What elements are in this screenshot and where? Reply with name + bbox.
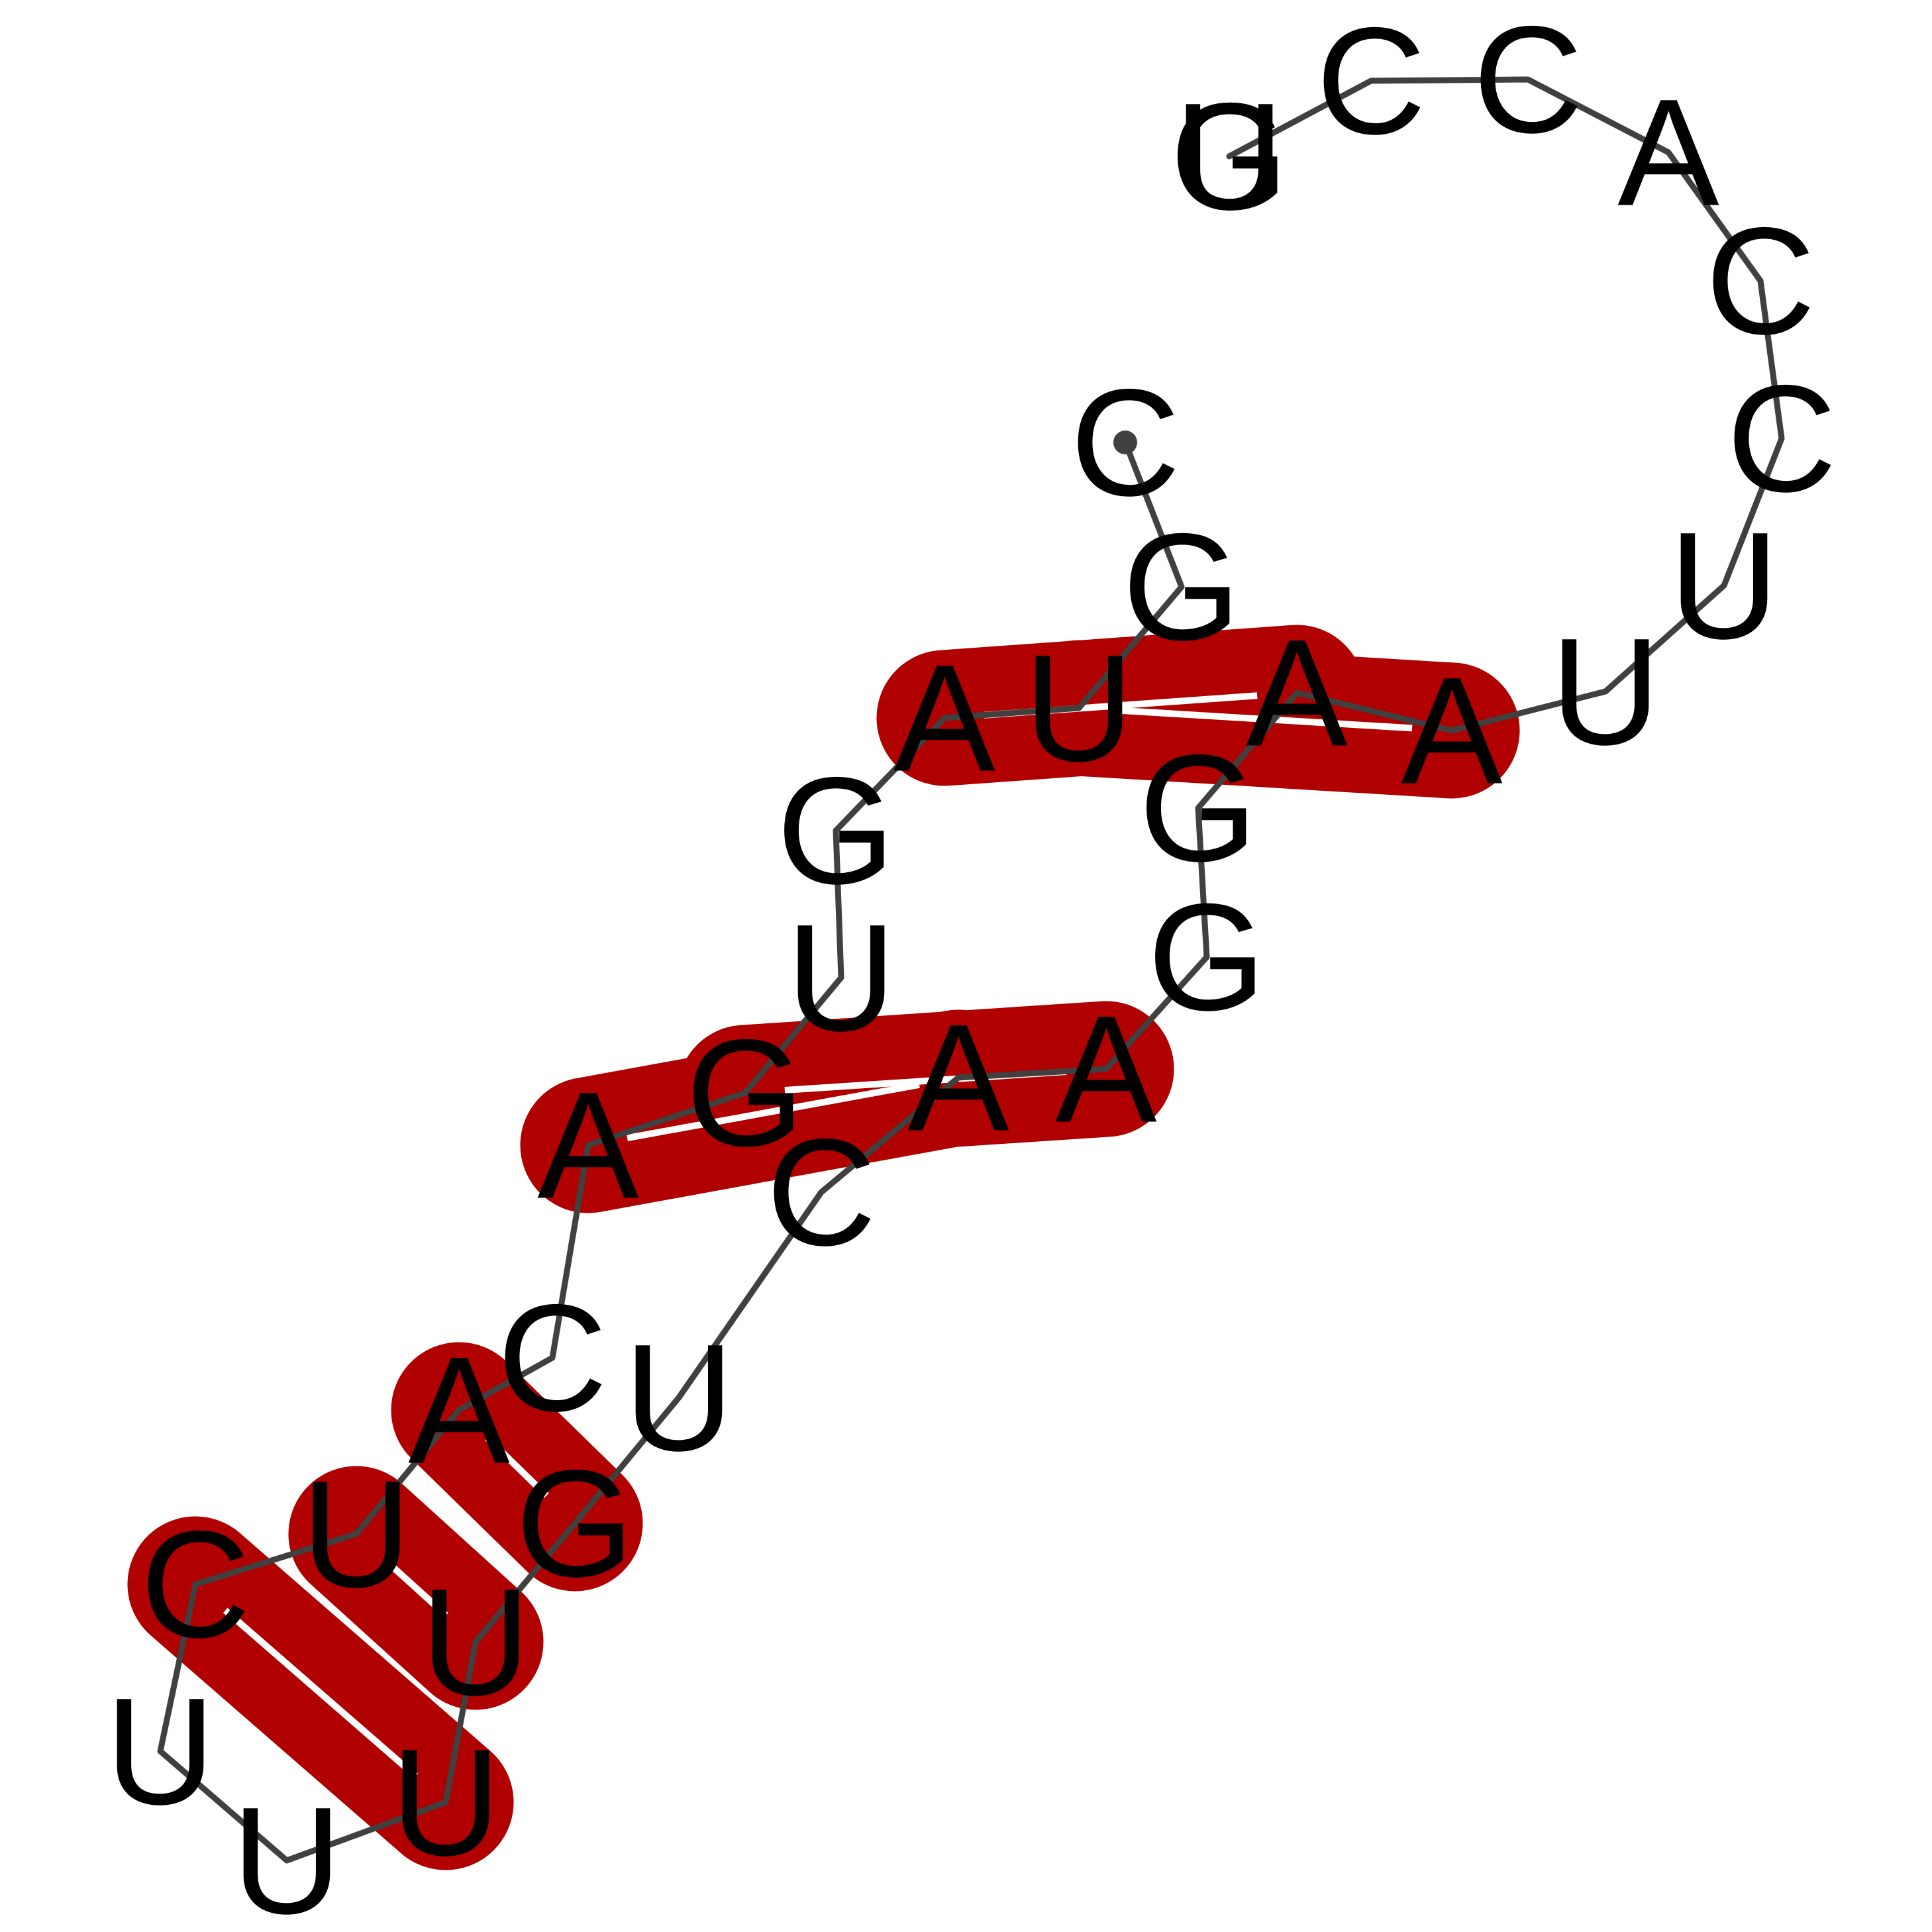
backbone-chain [157, 76, 1785, 1864]
nucleotide-20: A [907, 993, 1009, 1163]
nucleotide-16: U [421, 1557, 531, 1727]
nucleotide-10: A [408, 1325, 509, 1496]
base-pair-bond-5 [485, 1435, 549, 1498]
nucleotide-9: C [497, 1273, 607, 1443]
nucleotide-11: U [301, 1449, 411, 1619]
nucleotide-3: U [1024, 623, 1134, 793]
nucleotide-5: G [777, 746, 895, 916]
five-prime-end-marker [1113, 431, 1137, 454]
nucleotide-26: U [1551, 607, 1660, 777]
nucleotide-15: U [391, 1717, 501, 1888]
base-pair-bond-7 [223, 1607, 419, 1779]
nucleotide-13: U [105, 1666, 215, 1837]
nucleotide-2: G [1123, 502, 1241, 672]
nucleotide-8: A [537, 1060, 638, 1231]
nucleotide-4: A [893, 633, 995, 803]
nucleotide-14: U [232, 1776, 342, 1932]
nucleotide-29: C [1705, 196, 1815, 366]
nucleotide-24: A [1246, 608, 1347, 778]
nucleotide-30: A [1617, 68, 1719, 238]
nucleotide-35: U [1174, 72, 1284, 242]
nucleotide-25: A [1401, 646, 1502, 816]
base-pair-bond-4 [627, 1081, 920, 1142]
base-pair-bond-6 [383, 1558, 448, 1618]
nucleotide-19: C [766, 1107, 876, 1278]
nucleotide-12: C [140, 1500, 250, 1670]
nucleotide-32: C [1316, 0, 1426, 166]
nucleotide-31: C [1473, 0, 1583, 165]
nucleotide-18: U [624, 1313, 734, 1483]
nucleotide-17: G [516, 1439, 635, 1609]
nucleotide-7: G [686, 1008, 805, 1178]
base-pair-bond-1 [1118, 707, 1413, 732]
nucleotide-28: C [1727, 354, 1837, 524]
nucleotide-23: G [1139, 723, 1258, 893]
nucleotide-21: A [1055, 984, 1156, 1154]
nucleotide-6: U [786, 893, 896, 1063]
nucleotide-27: U [1669, 501, 1779, 671]
nucleotide-1: C [1070, 358, 1180, 528]
nucleotide-33: G [1170, 72, 1289, 242]
nucleotide-34: G [1170, 72, 1289, 242]
backbone-line [157, 76, 1785, 1864]
nucleotide-22: G [1148, 872, 1266, 1042]
